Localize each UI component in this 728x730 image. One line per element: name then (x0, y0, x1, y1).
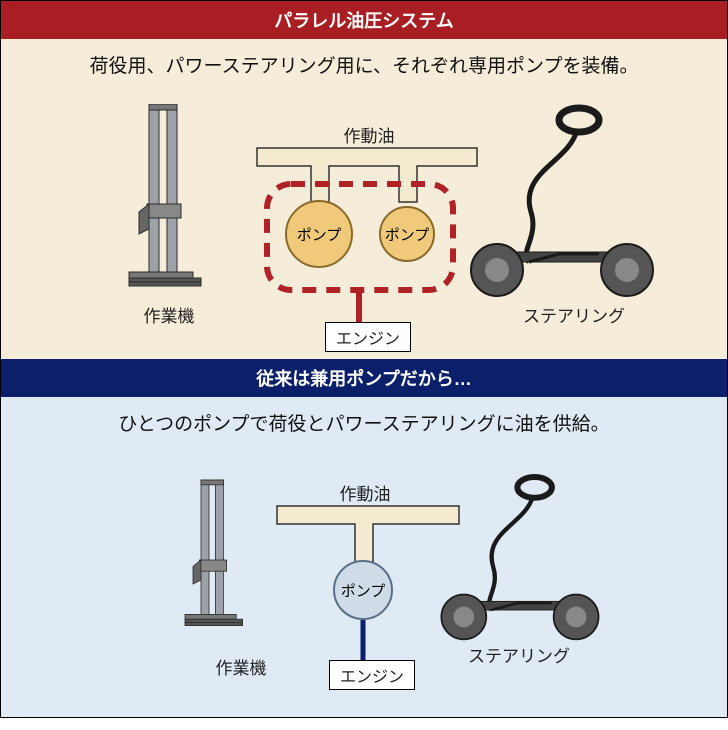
panel-conventional-system: 従来は兼用ポンプだから… ひとつのポンプで荷役とパワーステアリングに油を供給。 (1, 359, 727, 717)
panel-header-bottom: 従来は兼用ポンプだから… (1, 359, 727, 397)
panel-body-bottom: ひとつのポンプで荷役とパワーステアリングに油を供給。 (1, 397, 727, 717)
steering-axle-icon (431, 470, 621, 655)
engine-label-top: エンジン (325, 322, 411, 352)
left-label-top: 作業機 (129, 302, 209, 327)
hydraulic-oil-label-top: 作動油 (329, 122, 409, 147)
diagram-stage-top: ポンプ ポンプ (19, 84, 709, 344)
infographic-container: パラレル油圧システム 荷役用、パワーステアリング用に、それぞれ専用ポンプを装備。 (0, 0, 728, 718)
panel-desc-top: 荷役用、パワーステアリング用に、それぞれ専用ポンプを装備。 (19, 51, 709, 78)
right-label-top: ステアリング (514, 302, 634, 327)
panel-body-top: 荷役用、パワーステアリング用に、それぞれ専用ポンプを装備。 (1, 39, 727, 359)
hydraulic-oil-label-bottom: 作動油 (325, 480, 405, 505)
engine-label-bottom: エンジン (329, 660, 415, 690)
panel-desc-bottom: ひとつのポンプで荷役とパワーステアリングに油を供給。 (19, 409, 709, 436)
steering-axle-icon (459, 102, 679, 312)
diagram-stage-bottom: ポンプ 作動油 作業 (19, 442, 709, 702)
panel-header-top: パラレル油圧システム (1, 1, 727, 39)
right-label-bottom: ステアリング (459, 642, 579, 667)
left-label-bottom: 作業機 (201, 654, 281, 679)
panel-parallel-system: パラレル油圧システム 荷役用、パワーステアリング用に、それぞれ専用ポンプを装備。 (1, 1, 727, 359)
